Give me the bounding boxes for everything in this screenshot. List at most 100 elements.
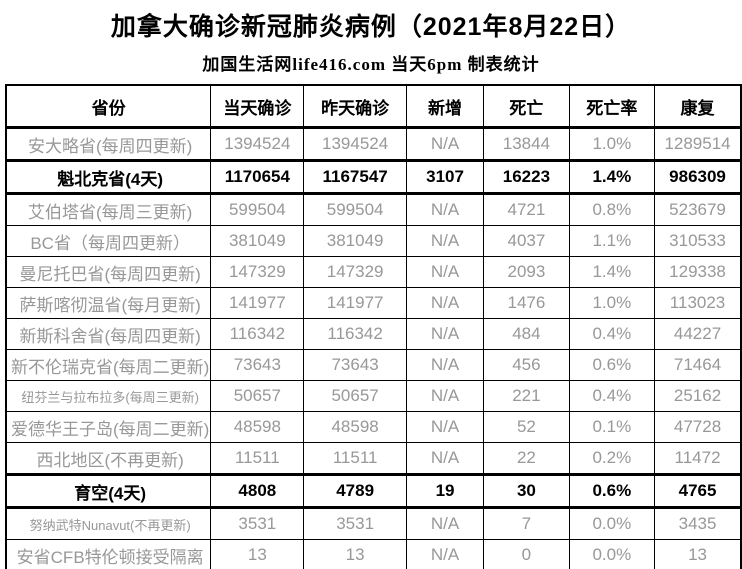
recovered-cell: 25162 xyxy=(654,380,742,412)
new-cases-cell: N/A xyxy=(405,539,485,569)
table-row: BC省（每周四更新） 381049 381049 N/A 4037 1.1% 3… xyxy=(5,225,742,257)
new-cases-cell: 19 xyxy=(405,473,485,509)
province-cell: BC省（每周四更新） xyxy=(5,225,212,257)
province-cell: 曼尼托巴省(每周四更新) xyxy=(5,256,212,288)
province-cell: 西北地区(不再更新) xyxy=(5,442,212,475)
recovered-cell: 4765 xyxy=(654,473,742,509)
table-row: 安大略省(每周四更新) 1394524 1394524 N/A 13844 1.… xyxy=(5,127,742,161)
page-title: 加拿大确诊新冠肺炎病例（2021年8月22日） xyxy=(110,13,632,41)
recovered-cell: 47728 xyxy=(654,411,742,443)
death-rate-cell: 0.0% xyxy=(568,539,656,569)
deaths-cell: 13844 xyxy=(483,127,570,161)
yesterday-cases-cell: 4789 xyxy=(303,473,407,509)
recovered-cell: 71464 xyxy=(654,349,742,381)
yesterday-cases-cell: 73643 xyxy=(303,349,407,381)
column-header: 省份 xyxy=(5,84,212,129)
column-header: 新增 xyxy=(405,84,485,129)
death-rate-cell: 1.1% xyxy=(568,225,656,257)
column-header: 昨天确诊 xyxy=(303,84,407,129)
recovered-cell: 44227 xyxy=(654,318,742,350)
today-cases-cell: 147329 xyxy=(210,256,305,288)
table-row: 纽芬兰与拉布拉多(每周三更新) 50657 50657 N/A 221 0.4%… xyxy=(5,380,742,412)
new-cases-cell: N/A xyxy=(405,287,485,319)
table-row: 爱德华王子岛(每周二更新) 48598 48598 N/A 52 0.1% 47… xyxy=(5,411,742,443)
covid-cases-table: 省份 当天确诊 昨天确诊 新增 死亡 死亡率 康复 安大略省(每周四更新) 1394524 … xyxy=(5,84,742,569)
column-header: 康复 xyxy=(654,84,742,129)
province-cell: 新斯科舍省(每周四更新) xyxy=(5,318,212,350)
today-cases-cell: 73643 xyxy=(210,349,305,381)
today-cases-cell: 3531 xyxy=(210,507,305,540)
yesterday-cases-cell: 3531 xyxy=(303,507,407,540)
table-row: 新不伦瑞克省(每周二更新) 73643 73643 N/A 456 0.6% 7… xyxy=(5,349,742,381)
table-row: 育空(4天) 4808 4789 19 30 0.6% 4765 xyxy=(5,473,742,509)
recovered-cell: 3435 xyxy=(654,507,742,540)
deaths-cell: 2093 xyxy=(483,256,570,288)
new-cases-cell: N/A xyxy=(405,411,485,443)
new-cases-cell: N/A xyxy=(405,442,485,475)
new-cases-cell: N/A xyxy=(405,193,485,226)
new-cases-cell: N/A xyxy=(405,349,485,381)
deaths-cell: 4721 xyxy=(483,193,570,226)
column-header: 当天确诊 xyxy=(210,84,305,129)
province-cell: 安大略省(每周四更新) xyxy=(5,127,212,161)
deaths-cell: 1476 xyxy=(483,287,570,319)
death-rate-cell: 0.0% xyxy=(568,507,656,540)
deaths-cell: 52 xyxy=(483,411,570,443)
recovered-cell: 13 xyxy=(654,539,742,569)
today-cases-cell: 50657 xyxy=(210,380,305,412)
new-cases-cell: N/A xyxy=(405,127,485,161)
recovered-cell: 310533 xyxy=(654,225,742,257)
province-cell: 萨斯喀彻温省(每月更新) xyxy=(5,287,212,319)
death-rate-cell: 0.1% xyxy=(568,411,656,443)
yesterday-cases-cell: 1394524 xyxy=(303,127,407,161)
death-rate-cell: 1.0% xyxy=(568,287,656,319)
deaths-cell: 16223 xyxy=(483,159,570,195)
death-rate-cell: 0.4% xyxy=(568,380,656,412)
yesterday-cases-cell: 50657 xyxy=(303,380,407,412)
today-cases-cell: 141977 xyxy=(210,287,305,319)
yesterday-cases-cell: 141977 xyxy=(303,287,407,319)
page-subtitle: 加国生活网life416.com 当天6pm 制表统计 xyxy=(202,55,540,74)
yesterday-cases-cell: 116342 xyxy=(303,318,407,350)
column-header: 死亡 xyxy=(483,84,570,129)
deaths-cell: 4037 xyxy=(483,225,570,257)
table-body: 安大略省(每周四更新) 1394524 1394524 N/A 13844 1.… xyxy=(5,127,742,569)
yesterday-cases-cell: 1167547 xyxy=(303,159,407,195)
today-cases-cell: 11511 xyxy=(210,442,305,475)
today-cases-cell: 13 xyxy=(210,539,305,569)
header-row: 省份 当天确诊 昨天确诊 新增 死亡 死亡率 康复 xyxy=(5,84,742,129)
today-cases-cell: 599504 xyxy=(210,193,305,226)
death-rate-cell: 1.4% xyxy=(568,159,656,195)
death-rate-cell: 0.6% xyxy=(568,473,656,509)
new-cases-cell: N/A xyxy=(405,256,485,288)
today-cases-cell: 48598 xyxy=(210,411,305,443)
new-cases-cell: N/A xyxy=(405,225,485,257)
deaths-cell: 7 xyxy=(483,507,570,540)
province-cell: 艾伯塔省(每周三更新) xyxy=(5,193,212,226)
table-row: 新斯科舍省(每周四更新) 116342 116342 N/A 484 0.4% … xyxy=(5,318,742,350)
today-cases-cell: 381049 xyxy=(210,225,305,257)
recovered-cell: 129338 xyxy=(654,256,742,288)
deaths-cell: 0 xyxy=(483,539,570,569)
recovered-cell: 1289514 xyxy=(654,127,742,161)
province-cell: 安省CFB特伦顿接受隔离 xyxy=(5,539,212,569)
yesterday-cases-cell: 147329 xyxy=(303,256,407,288)
table-row: 艾伯塔省(每周三更新) 599504 599504 N/A 4721 0.8% … xyxy=(5,193,742,226)
death-rate-cell: 0.6% xyxy=(568,349,656,381)
yesterday-cases-cell: 48598 xyxy=(303,411,407,443)
table-row: 安省CFB特伦顿接受隔离 13 13 N/A 0 0.0% 13 xyxy=(5,539,742,569)
recovered-cell: 523679 xyxy=(654,193,742,226)
new-cases-cell: N/A xyxy=(405,380,485,412)
table-row: 魁北克省(4天) 1170654 1167547 3107 16223 1.4%… xyxy=(5,159,742,195)
new-cases-cell: N/A xyxy=(405,507,485,540)
death-rate-cell: 1.4% xyxy=(568,256,656,288)
death-rate-cell: 0.4% xyxy=(568,318,656,350)
province-cell: 育空(4天) xyxy=(5,473,212,509)
today-cases-cell: 116342 xyxy=(210,318,305,350)
recovered-cell: 986309 xyxy=(654,159,742,195)
table-row: 西北地区(不再更新) 11511 11511 N/A 22 0.2% 11472 xyxy=(5,442,742,475)
province-cell: 爱德华王子岛(每周二更新) xyxy=(5,411,212,443)
column-header: 死亡率 xyxy=(568,84,656,129)
deaths-cell: 221 xyxy=(483,380,570,412)
